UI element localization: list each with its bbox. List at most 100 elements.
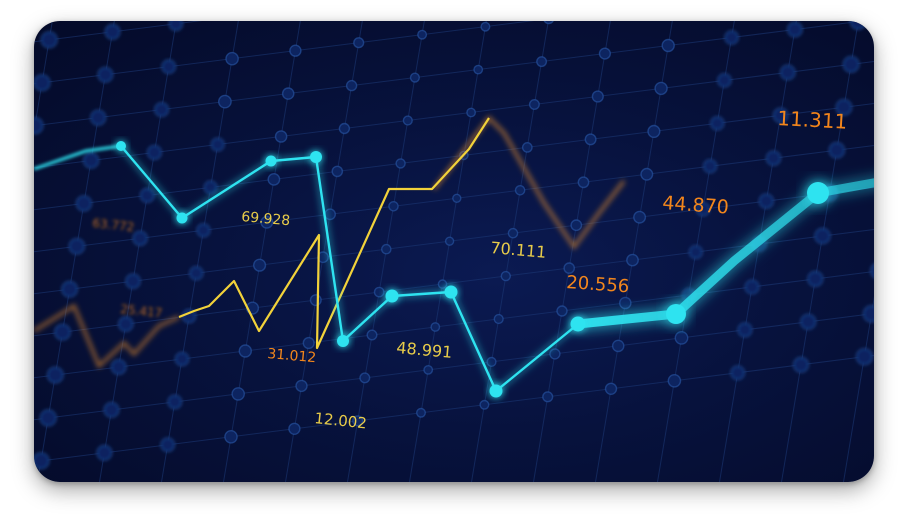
grid-node	[549, 348, 561, 360]
grid-node	[828, 141, 846, 159]
grid-node	[724, 30, 739, 45]
grid-node	[97, 66, 114, 83]
grid-node	[528, 98, 540, 110]
grid-node	[702, 159, 718, 174]
grid-node	[380, 243, 392, 255]
grid-node	[331, 165, 344, 178]
grid-node	[395, 158, 406, 169]
grid-node	[500, 270, 511, 282]
grid-node	[359, 372, 371, 384]
grid-node	[654, 81, 668, 96]
cyan-data-point	[570, 316, 586, 332]
grid-node	[274, 130, 288, 143]
grid-line-horizontal	[34, 354, 874, 463]
grid-node	[611, 339, 625, 353]
grid-node	[217, 94, 232, 109]
grid-line-horizontal	[34, 21, 867, 127]
grid-line-horizontal	[34, 312, 874, 421]
grid-node	[765, 150, 782, 166]
grid-node	[417, 29, 428, 40]
grid-node	[46, 366, 64, 384]
grid-node	[772, 107, 789, 124]
grid-node	[744, 279, 760, 295]
grid-node	[196, 223, 211, 238]
grid-node	[626, 253, 639, 267]
cyan-series-line-far-left	[34, 144, 122, 171]
value-label: 12.002	[314, 409, 368, 432]
cyan-data-point	[116, 141, 126, 151]
perspective-grid	[34, 21, 874, 482]
grid-node	[452, 193, 462, 204]
grid-node	[125, 273, 141, 290]
grid-node	[849, 21, 867, 30]
grid-node	[154, 102, 170, 118]
grid-node	[870, 263, 874, 279]
grid-node	[39, 409, 57, 427]
grid-node	[737, 322, 753, 338]
grid-node	[667, 373, 682, 388]
data-lines	[34, 115, 874, 398]
grid-node	[289, 44, 302, 57]
grid-node	[302, 336, 315, 350]
grid-node	[814, 227, 831, 245]
cyan-data-point	[176, 212, 188, 224]
grid-node	[444, 236, 455, 246]
grid-node	[174, 351, 190, 367]
grid-line-horizontal	[34, 228, 874, 337]
value-label: 69.928	[241, 209, 291, 229]
grid-node	[591, 90, 604, 103]
grid-node	[521, 142, 533, 153]
grid-node	[103, 401, 120, 418]
value-label: 70.111	[490, 238, 547, 262]
grid-node	[695, 202, 711, 217]
grid-node	[514, 184, 526, 196]
grid-node	[260, 215, 274, 229]
grid-node	[542, 391, 554, 403]
grid-node	[366, 329, 378, 341]
grid-node	[473, 64, 484, 75]
grid-node	[96, 444, 113, 461]
grid-node	[493, 313, 504, 325]
grid-node	[295, 379, 308, 393]
grid-node	[160, 437, 176, 453]
cyan-data-point	[489, 384, 503, 398]
grid-node	[437, 279, 448, 289]
grid-node	[82, 152, 100, 169]
orange-series-line-left	[34, 303, 180, 369]
value-label: 63.772	[92, 216, 135, 234]
grid-line-vertical	[842, 295, 874, 482]
grid-node	[430, 322, 441, 332]
cyan-data-point	[385, 289, 399, 303]
grid-node	[225, 51, 239, 66]
value-label: 31.012	[267, 346, 317, 366]
grid-node	[168, 21, 184, 32]
grid-node	[238, 344, 253, 358]
grid-node	[688, 245, 703, 260]
grid-node	[402, 115, 413, 126]
grid-node	[34, 116, 44, 135]
grid-node	[189, 265, 204, 281]
grid-node	[543, 21, 554, 25]
grid-node	[90, 109, 107, 126]
grid-node	[619, 296, 632, 310]
value-label: 48.991	[396, 338, 453, 362]
grid-node	[267, 172, 281, 186]
chart-photo-frame: 63.772 25.417 69.928 31.012 12.002 48.991 70.1…	[34, 21, 874, 482]
grid-nodes	[34, 21, 874, 470]
grid-node	[132, 230, 148, 247]
value-label: 11.311	[777, 106, 848, 134]
grid-node	[423, 364, 434, 375]
grid-node	[75, 195, 93, 212]
grid-node	[104, 23, 121, 40]
grid-node	[167, 394, 183, 410]
grid-node	[604, 382, 618, 395]
value-label: 25.417	[120, 302, 163, 320]
grid-node	[480, 21, 491, 32]
grid-node	[563, 262, 576, 274]
grid-node	[210, 137, 225, 152]
value-labels: 63.772 25.417 69.928 31.012 12.002 48.991 70.1…	[92, 106, 848, 432]
cyan-data-point	[265, 155, 277, 167]
grid-line-horizontal	[34, 21, 201, 43]
grid-node	[710, 116, 725, 131]
grid-line-horizontal	[34, 21, 532, 85]
